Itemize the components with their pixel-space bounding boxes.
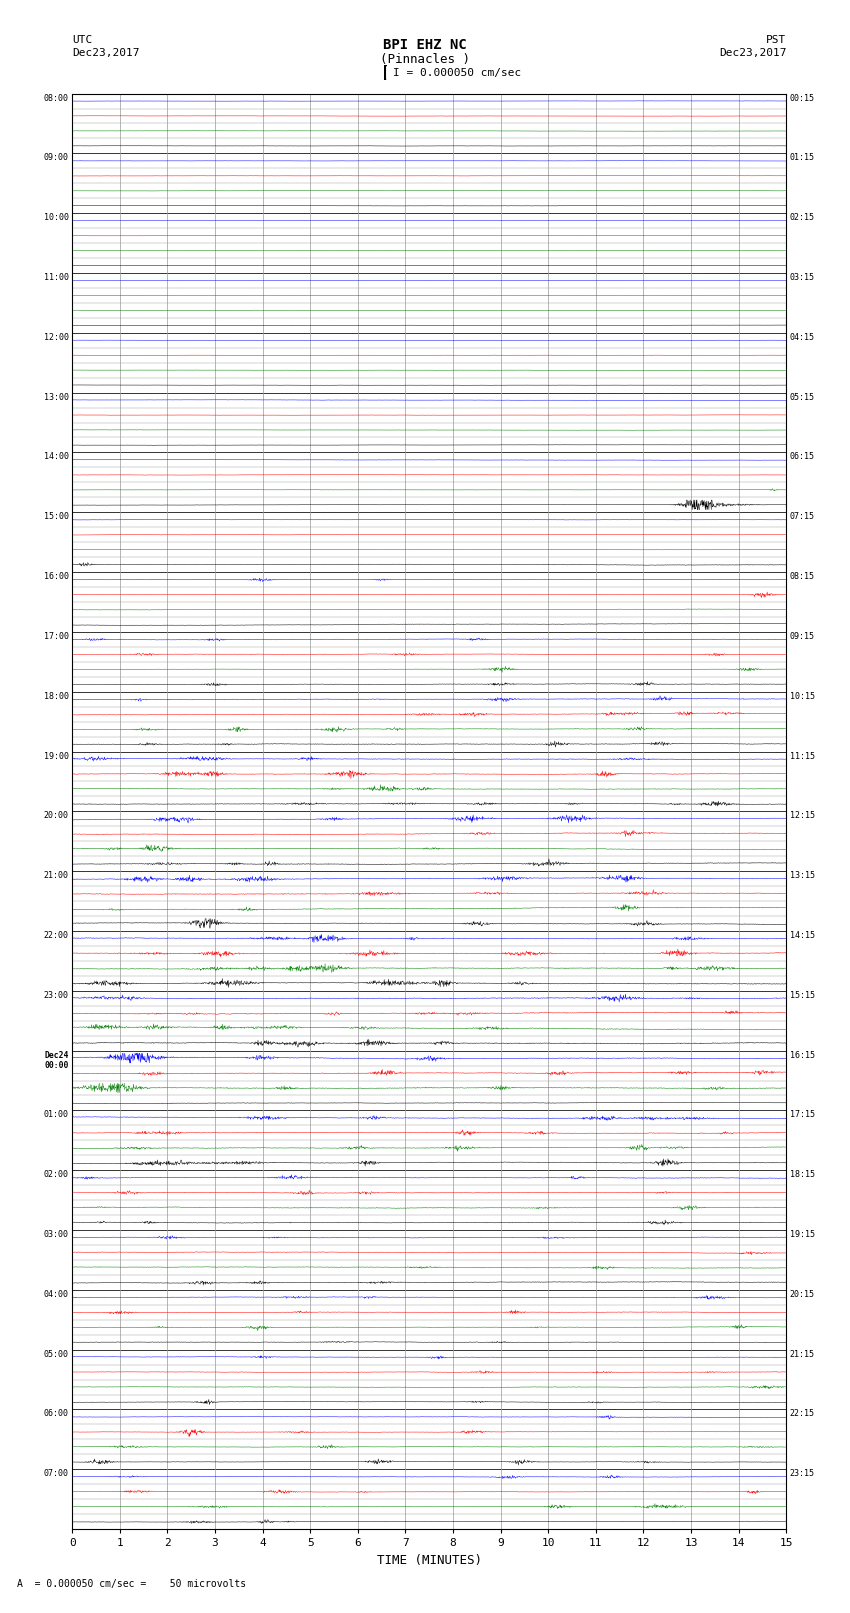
Text: 14:15: 14:15 xyxy=(790,931,815,940)
Text: 08:15: 08:15 xyxy=(790,573,815,581)
Text: 22:00: 22:00 xyxy=(43,931,69,940)
Text: 06:15: 06:15 xyxy=(790,453,815,461)
Text: 19:00: 19:00 xyxy=(43,752,69,760)
Text: 10:15: 10:15 xyxy=(790,692,815,700)
Text: 01:15: 01:15 xyxy=(790,153,815,163)
Text: 15:15: 15:15 xyxy=(790,990,815,1000)
Text: (Pinnacles ): (Pinnacles ) xyxy=(380,53,470,66)
Text: Dec24
00:00: Dec24 00:00 xyxy=(44,1050,69,1069)
Text: 17:15: 17:15 xyxy=(790,1110,815,1119)
Text: 15:00: 15:00 xyxy=(43,513,69,521)
Text: 14:00: 14:00 xyxy=(43,453,69,461)
Text: 11:15: 11:15 xyxy=(790,752,815,760)
X-axis label: TIME (MINUTES): TIME (MINUTES) xyxy=(377,1553,482,1566)
Text: 09:15: 09:15 xyxy=(790,632,815,640)
Text: 05:00: 05:00 xyxy=(43,1350,69,1358)
Text: A  = 0.000050 cm/sec =    50 microvolts: A = 0.000050 cm/sec = 50 microvolts xyxy=(17,1579,246,1589)
Text: 10:00: 10:00 xyxy=(43,213,69,223)
Text: BPI EHZ NC: BPI EHZ NC xyxy=(383,39,467,52)
Text: 13:00: 13:00 xyxy=(43,392,69,402)
Text: 21:15: 21:15 xyxy=(790,1350,815,1358)
Text: 02:00: 02:00 xyxy=(43,1171,69,1179)
Text: 04:15: 04:15 xyxy=(790,332,815,342)
Text: 04:00: 04:00 xyxy=(43,1290,69,1298)
Text: 02:15: 02:15 xyxy=(790,213,815,223)
Text: 12:00: 12:00 xyxy=(43,332,69,342)
Text: 20:00: 20:00 xyxy=(43,811,69,821)
Text: 07:15: 07:15 xyxy=(790,513,815,521)
Text: 09:00: 09:00 xyxy=(43,153,69,163)
Text: PST: PST xyxy=(766,35,786,45)
Text: 06:00: 06:00 xyxy=(43,1410,69,1418)
Text: 20:15: 20:15 xyxy=(790,1290,815,1298)
Text: Dec23,2017: Dec23,2017 xyxy=(719,48,786,58)
Text: 18:00: 18:00 xyxy=(43,692,69,700)
Text: 07:00: 07:00 xyxy=(43,1469,69,1478)
Text: 17:00: 17:00 xyxy=(43,632,69,640)
Text: 00:15: 00:15 xyxy=(790,94,815,103)
Text: 13:15: 13:15 xyxy=(790,871,815,881)
Text: Dec23,2017: Dec23,2017 xyxy=(72,48,139,58)
Text: 16:15: 16:15 xyxy=(790,1050,815,1060)
Text: 11:00: 11:00 xyxy=(43,273,69,282)
Text: 22:15: 22:15 xyxy=(790,1410,815,1418)
Text: 05:15: 05:15 xyxy=(790,392,815,402)
Text: 12:15: 12:15 xyxy=(790,811,815,821)
Text: I = 0.000050 cm/sec: I = 0.000050 cm/sec xyxy=(393,68,521,77)
Text: 21:00: 21:00 xyxy=(43,871,69,881)
Text: 23:15: 23:15 xyxy=(790,1469,815,1478)
Text: 03:15: 03:15 xyxy=(790,273,815,282)
Text: 18:15: 18:15 xyxy=(790,1171,815,1179)
Text: 08:00: 08:00 xyxy=(43,94,69,103)
Text: 16:00: 16:00 xyxy=(43,573,69,581)
Text: 03:00: 03:00 xyxy=(43,1231,69,1239)
Text: 23:00: 23:00 xyxy=(43,990,69,1000)
Text: 19:15: 19:15 xyxy=(790,1231,815,1239)
Text: 01:00: 01:00 xyxy=(43,1110,69,1119)
Text: UTC: UTC xyxy=(72,35,93,45)
